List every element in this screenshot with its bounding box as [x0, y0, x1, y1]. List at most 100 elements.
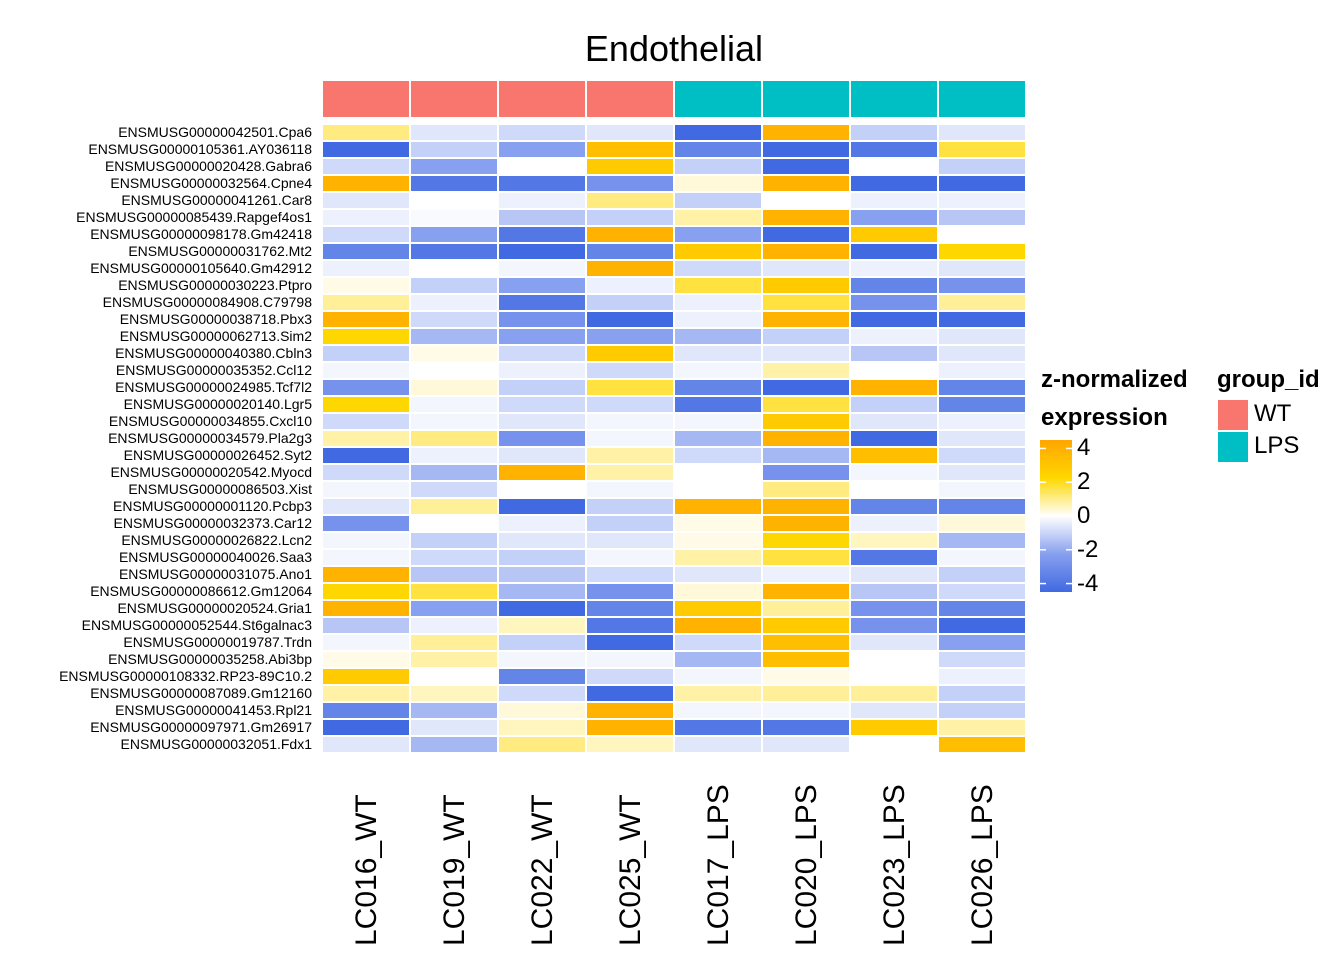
- heatmap-cell: [673, 735, 763, 754]
- heatmap-cell: [673, 208, 763, 227]
- heatmap-cell: [937, 378, 1027, 397]
- heatmap-cell: [673, 548, 763, 567]
- heatmap-cell: [409, 276, 499, 295]
- sample-label: LC022_WT: [526, 794, 559, 946]
- heatmap-cell: [321, 242, 411, 261]
- heatmap-cell: [321, 225, 411, 244]
- heatmap-cell: [409, 327, 499, 346]
- heatmap-cell: [937, 140, 1027, 159]
- heatmap-cell: [937, 514, 1027, 533]
- heatmap-cell: [585, 276, 675, 295]
- heatmap-cell: [937, 259, 1027, 278]
- gene-label: ENSMUSG00000035258.Abi3bp: [108, 651, 312, 667]
- heatmap-cell: [585, 361, 675, 380]
- heatmap-cell: [409, 293, 499, 312]
- heatmap-cell: [937, 701, 1027, 720]
- gene-label: ENSMUSG00000026452.Syt2: [123, 447, 312, 463]
- gene-label: ENSMUSG00000086503.Xist: [128, 481, 312, 497]
- heatmap-cell: [937, 497, 1027, 516]
- heatmap-cell: [673, 293, 763, 312]
- heatmap-cell: [497, 582, 587, 601]
- heatmap-cell: [321, 174, 411, 193]
- heatmap-cell: [585, 718, 675, 737]
- heatmap-cell: [497, 157, 587, 176]
- gene-label: ENSMUSG00000041453.Rpl21: [115, 702, 312, 718]
- heatmap-cell: [497, 208, 587, 227]
- heatmap-cell: [937, 293, 1027, 312]
- heatmap-cell: [849, 310, 939, 329]
- sample-label: LC020_LPS: [790, 784, 823, 946]
- heatmap-cell: [937, 208, 1027, 227]
- heatmap-cell: [937, 344, 1027, 363]
- gene-label: ENSMUSG00000086612.Gm12064: [90, 583, 312, 599]
- heatmap-cell: [761, 548, 851, 567]
- gene-label: ENSMUSG00000085439.Rapgef4os1: [76, 209, 312, 225]
- heatmap-cell: [409, 157, 499, 176]
- heatmap-cell: [321, 565, 411, 584]
- heatmap-cell: [497, 429, 587, 448]
- heatmap-cell: [321, 123, 411, 142]
- sample-label-wrap: LC026_LPS: [938, 770, 1026, 950]
- group-annotation-cell: [585, 79, 675, 119]
- heatmap-cell: [409, 174, 499, 193]
- heatmap-cell: [321, 412, 411, 431]
- heatmap-cell: [497, 191, 587, 210]
- heatmap-cell: [761, 582, 851, 601]
- heatmap-cell: [321, 616, 411, 635]
- heatmap-cell: [849, 191, 939, 210]
- heatmap-cell: [409, 684, 499, 703]
- heatmap-cell: [761, 735, 851, 754]
- heatmap-cell: [849, 327, 939, 346]
- heatmap-cell: [585, 667, 675, 686]
- heatmap-cell: [497, 412, 587, 431]
- heatmap-cell: [761, 718, 851, 737]
- heatmap-cell: [761, 123, 851, 142]
- heatmap-cell: [497, 548, 587, 567]
- gene-label: ENSMUSG00000040380.Cbln3: [115, 345, 312, 361]
- heatmap-cell: [937, 123, 1027, 142]
- heatmap-cell: [673, 191, 763, 210]
- heatmap-cell: [409, 463, 499, 482]
- heatmap-cell: [937, 735, 1027, 754]
- group-label-lps: LPS: [1254, 432, 1300, 459]
- heatmap-cell: [497, 599, 587, 618]
- heatmap-cell: [321, 514, 411, 533]
- heatmap-cell: [673, 616, 763, 635]
- heatmap-cell: [937, 480, 1027, 499]
- heatmap-cell: [761, 344, 851, 363]
- heatmap-cell: [585, 344, 675, 363]
- heatmap-cell: [497, 140, 587, 159]
- heatmap-cell: [321, 157, 411, 176]
- heatmap-cell: [409, 344, 499, 363]
- heatmap-cell: [497, 463, 587, 482]
- heatmap-cell: [673, 344, 763, 363]
- heatmap-cell: [497, 395, 587, 414]
- heatmap-cell: [497, 497, 587, 516]
- heatmap-cell: [409, 514, 499, 533]
- heatmap-cell: [673, 429, 763, 448]
- heatmap-cell: [497, 667, 587, 686]
- heatmap-cell: [673, 531, 763, 550]
- heatmap-cell: [849, 123, 939, 142]
- heatmap-cell: [321, 429, 411, 448]
- heatmap-cell: [761, 480, 851, 499]
- heatmap-cell: [937, 718, 1027, 737]
- heatmap-cell: [673, 718, 763, 737]
- heatmap-cell: [761, 684, 851, 703]
- heatmap-cell: [409, 412, 499, 431]
- heatmap-cell: [761, 514, 851, 533]
- heatmap-cell: [849, 361, 939, 380]
- heatmap-cell: [585, 412, 675, 431]
- gene-label: ENSMUSG00000032051.Fdx1: [120, 736, 312, 752]
- heatmap-cell: [497, 650, 587, 669]
- heatmap-cell: [673, 259, 763, 278]
- heatmap-cell: [409, 497, 499, 516]
- heatmap-cell: [409, 599, 499, 618]
- heatmap-cell: [761, 497, 851, 516]
- heatmap-cell: [585, 174, 675, 193]
- heatmap-cell: [937, 395, 1027, 414]
- gene-label: ENSMUSG00000020428.Gabra6: [104, 158, 312, 174]
- heatmap-cell: [585, 582, 675, 601]
- heatmap-cell: [321, 361, 411, 380]
- heatmap-cell: [409, 140, 499, 159]
